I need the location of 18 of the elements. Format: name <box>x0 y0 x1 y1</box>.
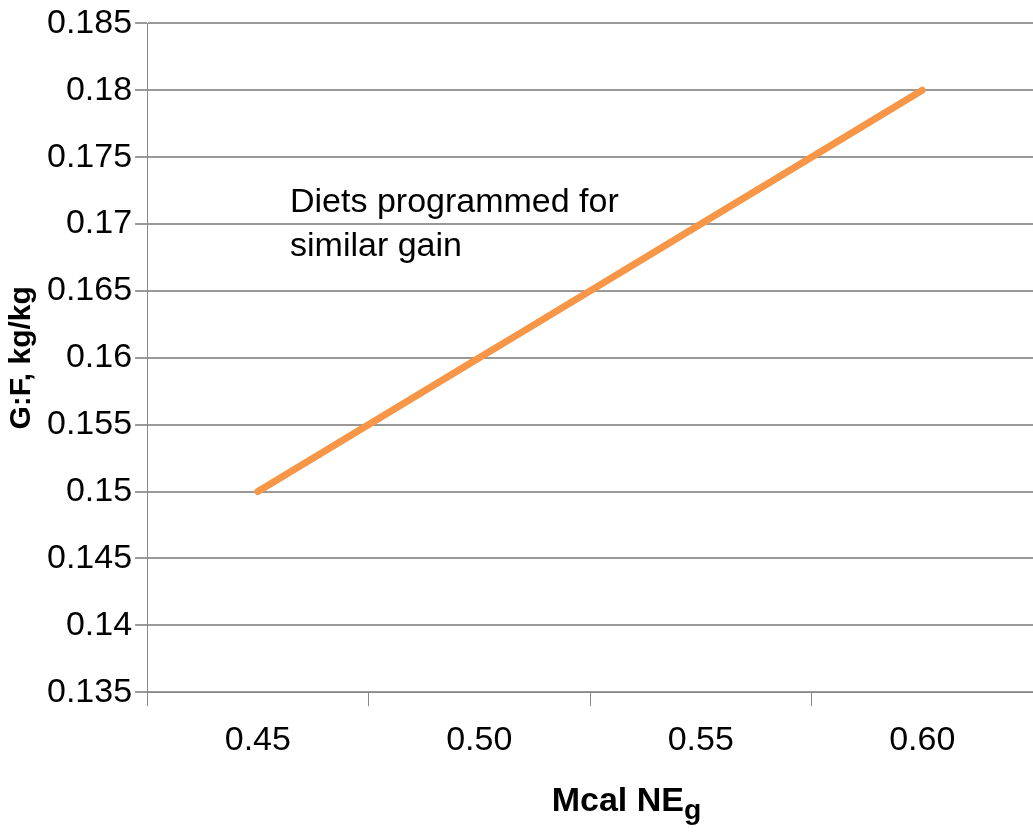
y-tick-label: 0.135 <box>46 670 133 709</box>
x-tick-label: 0.60 <box>889 718 956 757</box>
y-tick-label: 0.165 <box>46 269 133 308</box>
x-tick-label: 0.45 <box>224 718 291 757</box>
y-tick-label: 0.185 <box>46 1 133 40</box>
y-tick-label: 0.18 <box>65 68 133 107</box>
y-tick-label: 0.16 <box>65 336 133 375</box>
y-tick-label: 0.155 <box>46 403 133 442</box>
y-tick-label: 0.17 <box>65 202 133 241</box>
y-tick-label: 0.145 <box>46 536 133 575</box>
x-tick-label: 0.55 <box>667 718 734 757</box>
y-tick-label: 0.15 <box>65 469 133 508</box>
x-axis-title: Mcal NE$_{g}$ <box>550 780 703 826</box>
y-tick-label: 0.175 <box>46 135 133 174</box>
annotation: Diets programmed for similar gain <box>290 180 620 265</box>
y-axis-title: G:F, kg/kg <box>3 286 37 430</box>
y-tick-label: 0.14 <box>65 603 133 642</box>
x-tick-label: 0.50 <box>446 718 513 757</box>
